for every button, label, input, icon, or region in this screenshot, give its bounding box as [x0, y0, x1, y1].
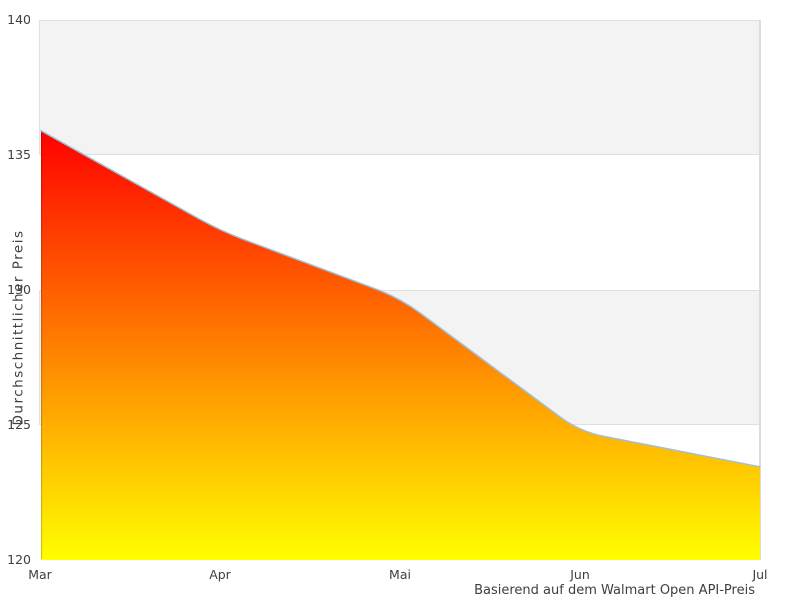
x-tick-label: Jun — [570, 567, 590, 582]
y-tick-label: 130 — [7, 282, 31, 297]
y-tick-label: 140 — [7, 12, 31, 27]
y-tick-label: 135 — [7, 147, 31, 162]
grid-band — [39, 20, 761, 155]
x-tick-label: Apr — [209, 567, 231, 582]
x-tick-label: Mar — [28, 567, 52, 582]
chart-caption: Basierend auf dem Walmart Open API-Preis — [474, 583, 755, 598]
y-tick-label: 120 — [7, 552, 31, 567]
x-tick-label: Mai — [389, 567, 411, 582]
plot-right-border — [759, 20, 761, 560]
y-tick-label: 125 — [7, 417, 31, 432]
series-line[interactable] — [40, 129, 761, 468]
area-fill[interactable] — [41, 130, 760, 560]
y-axis-title: Durchschnittlicher Preis — [10, 229, 27, 426]
x-tick-label: Jul — [752, 567, 768, 582]
